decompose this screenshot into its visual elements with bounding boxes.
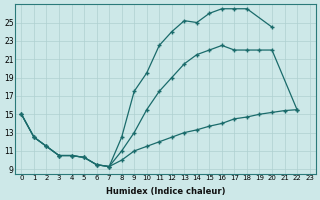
X-axis label: Humidex (Indice chaleur): Humidex (Indice chaleur) (106, 187, 225, 196)
